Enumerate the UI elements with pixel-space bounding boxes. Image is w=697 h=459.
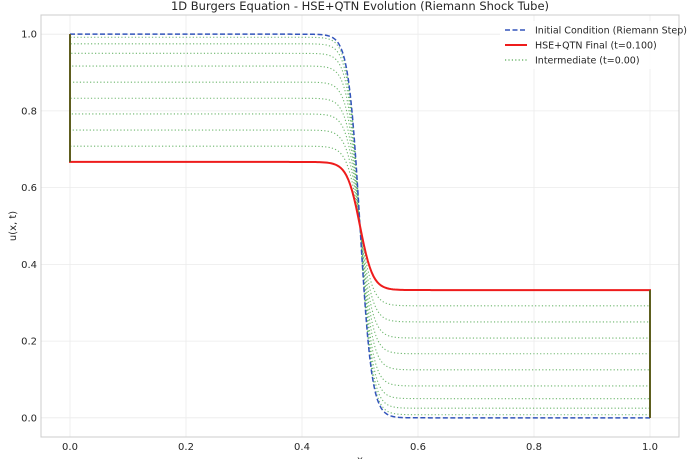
y-tick-label: 0.0 bbox=[21, 413, 37, 424]
x-tick-label: 0.2 bbox=[178, 442, 194, 453]
x-tick-label: 0.6 bbox=[410, 442, 426, 453]
legend-label-intermediate: Intermediate (t=0.00) bbox=[535, 56, 640, 67]
x-tick-label: 1.0 bbox=[642, 442, 658, 453]
grid bbox=[41, 15, 679, 437]
legend-box bbox=[500, 21, 674, 69]
y-tick-label: 1.0 bbox=[21, 30, 37, 41]
chart-title: 1D Burgers Equation - HSE+QTN Evolution … bbox=[171, 0, 549, 13]
intermediate-line bbox=[69, 34, 651, 418]
y-tick-label: 0.6 bbox=[21, 183, 37, 194]
legend-label-final: HSE+QTN Final (t=0.100) bbox=[535, 41, 657, 52]
legend-label-initial: Initial Condition (Riemann Step) bbox=[535, 26, 687, 37]
y-tick-label: 0.2 bbox=[21, 337, 37, 348]
x-axis-label: x bbox=[357, 455, 363, 459]
y-tick-label: 0.4 bbox=[21, 260, 37, 271]
axis-ticks: 0.0 0.2 0.4 0.6 0.8 1.0 0.0 0.2 0.4 0.6 0.8 1.0 bbox=[21, 30, 658, 453]
legend: Initial Condition (Riemann Step) HSE+QTN… bbox=[500, 21, 687, 69]
x-tick-label: 0.4 bbox=[294, 442, 310, 453]
intermediate-line bbox=[69, 34, 651, 418]
x-tick-label: 0.8 bbox=[526, 442, 542, 453]
series-group bbox=[69, 33, 651, 419]
intermediate-line bbox=[69, 34, 651, 418]
x-tick-label: 0.0 bbox=[62, 442, 78, 453]
plot-frame bbox=[40, 14, 680, 438]
y-axis-label: u(x, t) bbox=[8, 211, 19, 241]
y-tick-label: 0.8 bbox=[21, 106, 37, 117]
final-line bbox=[69, 34, 651, 418]
